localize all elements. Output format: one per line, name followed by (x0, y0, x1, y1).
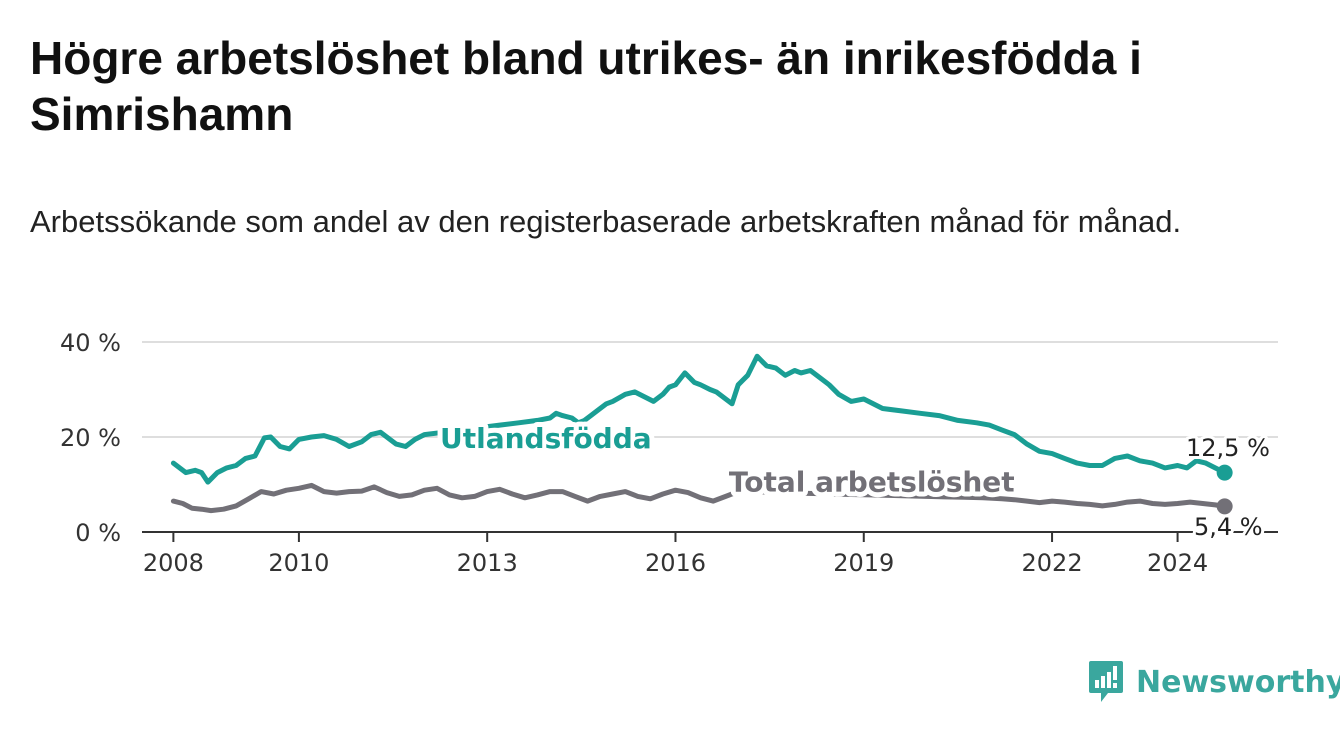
x-tick-label: 2016 (645, 549, 706, 577)
series-label-halo: Total arbetslöshet (729, 466, 1015, 499)
x-tick-label: 2013 (457, 549, 518, 577)
chart-subtitle: Arbetssökande som andel av den registerb… (30, 204, 1182, 239)
x-tick-label: 2008 (143, 549, 204, 577)
x-tick-label: 2019 (833, 549, 894, 577)
series-line-utlandsfodda (170, 353, 1228, 485)
newsworthy-logo: Newsworthy (1088, 660, 1340, 704)
x-tick-label: 2024 (1147, 549, 1208, 577)
series-layer (170, 353, 1233, 515)
y-tick-label: 40 % (60, 329, 121, 357)
end-value-label: 12,5 % (1186, 434, 1270, 462)
series-label-halo: Utlandsfödda (440, 422, 652, 455)
series-label: Utlandsfödda (440, 422, 652, 455)
series-end-point (1216, 464, 1233, 481)
y-tick-label: 0 % (75, 519, 121, 547)
end-value-label-halo: 5,4 % (1194, 513, 1263, 541)
x-tick-label: 2010 (268, 549, 329, 577)
end-value-label-halo: 12,5 % (1186, 434, 1270, 462)
series-end-point (1216, 498, 1233, 515)
series-line-total (170, 482, 1228, 514)
brand-name: Newsworthy (1136, 664, 1340, 700)
series-label: Total arbetslöshet (729, 466, 1015, 499)
end-value-label: 5,4 % (1194, 513, 1263, 541)
x-tick-label: 2022 (1022, 549, 1083, 577)
axis-layer: 0 % 20 % 40 % 2008 2010 2013 2016 2019 2022 2024 (60, 329, 1278, 577)
chart-title: Högre arbetslöshet bland utrikes- än inr… (30, 32, 1142, 140)
newsworthy-logo-icon (1089, 661, 1123, 702)
y-tick-label: 20 % (60, 424, 121, 452)
